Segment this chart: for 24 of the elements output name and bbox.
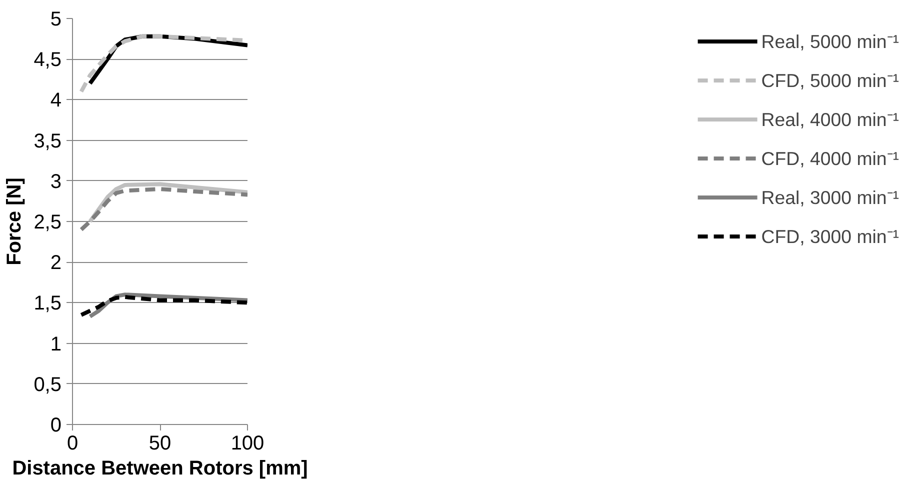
- line-series: [88, 182, 248, 224]
- legend-label: Real, 3000 min⁻¹: [761, 186, 899, 209]
- x-axis-title: Distance Between Rotors [mm]: [12, 458, 308, 480]
- x-tick-label: 100: [230, 432, 264, 454]
- legend-label: Real, 4000 min⁻¹: [761, 108, 899, 131]
- legend-label: CFD, 4000 min⁻¹: [761, 147, 899, 170]
- x-tick-label: 50: [148, 432, 172, 454]
- y-tick-label: 1: [50, 333, 62, 356]
- legend-label: Real, 5000 min⁻¹: [761, 30, 899, 53]
- x-tick-label: 0: [66, 432, 78, 454]
- y-tick-label: 2: [50, 252, 62, 274]
- y-tick-label: 3: [50, 170, 62, 193]
- line-series: [79, 295, 248, 317]
- y-tick-label: 4: [50, 90, 62, 112]
- y-tick-label: 0,5: [34, 374, 62, 396]
- y-tick-label: 3,5: [34, 130, 62, 152]
- y-tick-label: 0: [50, 414, 62, 436]
- y-tick-label: 5: [50, 8, 62, 30]
- y-tick-label: 2,5: [34, 212, 62, 234]
- y-tick-label: 4,5: [34, 49, 62, 72]
- legend-label: CFD, 3000 min⁻¹: [761, 225, 899, 248]
- y-tick-label: 1,5: [34, 292, 62, 315]
- y-axis-title: Force [N]: [4, 178, 26, 266]
- legend-label: CFD, 5000 min⁻¹: [761, 69, 899, 92]
